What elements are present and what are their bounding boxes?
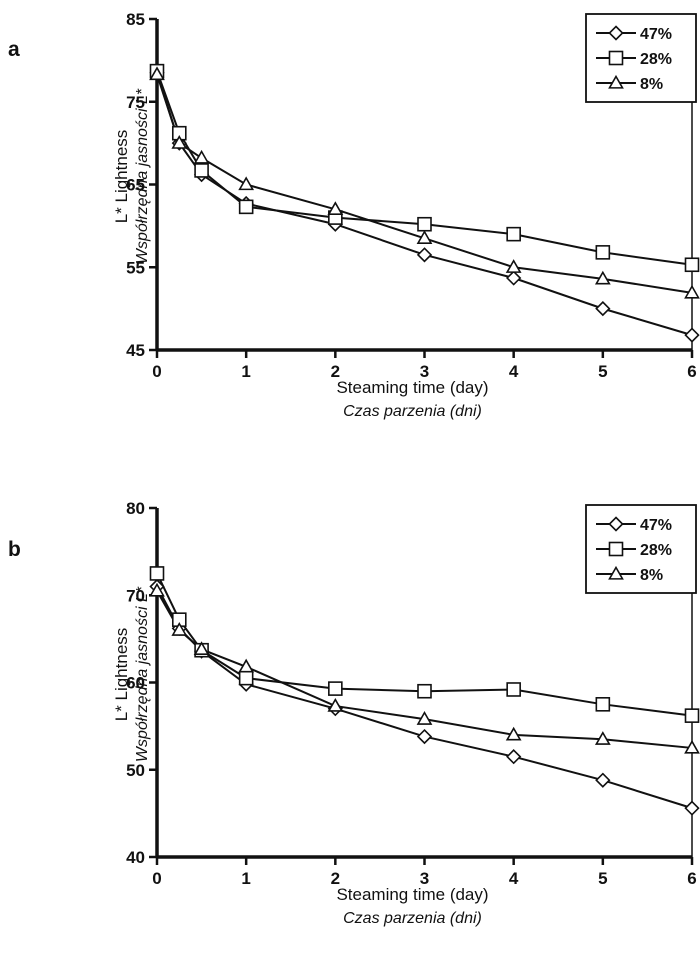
y-axis-label: L* Lightness: [112, 130, 131, 224]
legend-marker-square: [608, 541, 624, 557]
data-point-square: [684, 708, 700, 723]
data-point-square: [238, 670, 254, 686]
legend-label: 8%: [640, 76, 663, 93]
y-tick-label: 70: [126, 586, 145, 605]
y-tick-label: 80: [126, 499, 145, 518]
x-tick-label: 6: [687, 362, 696, 381]
data-point-triangle: [238, 658, 255, 673]
y-tick-label: 85: [126, 10, 145, 29]
data-point-diamond: [506, 270, 522, 286]
data-point-square: [506, 682, 521, 697]
data-point-triangle: [594, 731, 611, 745]
data-point-diamond: [416, 728, 433, 745]
y-tick-label: 40: [126, 848, 145, 867]
data-point-diamond: [416, 247, 433, 263]
x-axis-label-secondary: Czas parzenia (dni): [343, 403, 482, 420]
series-line-47%: [156, 72, 693, 337]
legend: 47% 28% 8%: [585, 504, 697, 594]
x-tick-label: 2: [331, 869, 340, 888]
data-point-triangle: [149, 66, 165, 81]
legend-marker-triangle: [608, 74, 624, 89]
legend-label: 47%: [640, 26, 672, 43]
data-point-diamond: [506, 749, 522, 765]
data-point-square: [595, 697, 611, 712]
y-tick-label: 60: [126, 674, 145, 693]
x-tick-label: 3: [420, 869, 429, 888]
data-point-triangle: [171, 622, 188, 636]
data-point-diamond: [595, 300, 611, 317]
x-tick-label: 1: [241, 362, 250, 381]
data-point-diamond: [595, 772, 611, 788]
x-tick-label: 0: [152, 362, 161, 381]
data-point-square: [194, 163, 209, 178]
legend-box: [585, 504, 697, 594]
data-point-triangle: [684, 284, 700, 299]
y-tick-label: 75: [126, 93, 145, 112]
panel-letter: b: [8, 538, 21, 561]
data-point-diamond: [684, 327, 700, 343]
data-point-triangle: [238, 176, 255, 191]
legend-marker-triangle: [608, 565, 624, 580]
data-point-diamond: [684, 800, 700, 816]
data-point-square: [149, 566, 165, 581]
y-axis-label-secondary: Współrzędna jasności L*: [134, 586, 151, 762]
legend-label: 47%: [640, 517, 672, 534]
legend-label: 8%: [640, 567, 663, 584]
data-point-square: [417, 216, 432, 232]
legend-label: 28%: [640, 542, 672, 559]
x-tick-label: 3: [420, 362, 429, 381]
data-point-triangle: [505, 726, 522, 741]
x-tick-label: 1: [241, 869, 250, 888]
x-axis-label: Steaming time (day): [336, 378, 488, 397]
legend: 47% 28% 8%: [585, 13, 697, 103]
x-tick-label: 0: [152, 869, 161, 888]
y-tick-label: 65: [126, 176, 145, 195]
legend-marker-diamond: [608, 25, 624, 41]
legend-marker-diamond: [608, 516, 624, 532]
x-tick-label: 5: [598, 362, 607, 381]
data-point-square: [328, 681, 343, 696]
y-tick-label: 55: [126, 258, 145, 277]
panel-b: b 40 50 60 70 80 0 1 2 3 4 5 6 Steaming time (day) Cza…: [8, 499, 700, 927]
y-tick-label: 45: [126, 341, 145, 360]
y-axis-label: L* Lightness: [112, 628, 131, 722]
data-point-triangle: [416, 711, 433, 725]
y-tick-label: 50: [126, 761, 145, 780]
data-point-triangle: [171, 135, 188, 149]
data-point-triangle: [193, 149, 210, 164]
data-point-triangle: [594, 270, 611, 285]
x-tick-label: 2: [331, 362, 340, 381]
x-tick-label: 4: [509, 869, 519, 888]
data-point-square: [595, 245, 611, 260]
x-axis-label: Steaming time (day): [336, 885, 488, 904]
x-tick-label: 4: [509, 362, 519, 381]
data-point-triangle: [327, 697, 344, 712]
y-axis-label-secondary: Współrzędna jasności L*: [134, 88, 151, 264]
data-point-square: [684, 257, 700, 273]
x-axis-label-secondary: Czas parzenia (dni): [343, 910, 482, 927]
panel-letter: a: [8, 38, 20, 61]
data-point-triangle: [193, 641, 210, 656]
data-point-triangle: [684, 739, 700, 754]
data-point-triangle: [327, 201, 344, 215]
data-point-square: [506, 226, 521, 242]
data-point-triangle: [416, 230, 433, 244]
legend-label: 28%: [640, 51, 672, 68]
x-tick-label: 6: [687, 869, 696, 888]
data-point-triangle: [149, 582, 165, 597]
x-tick-label: 5: [598, 869, 607, 888]
legend-marker-square: [608, 50, 624, 66]
data-point-square: [417, 683, 432, 699]
data-point-triangle: [505, 259, 522, 273]
data-point-square: [238, 199, 254, 215]
